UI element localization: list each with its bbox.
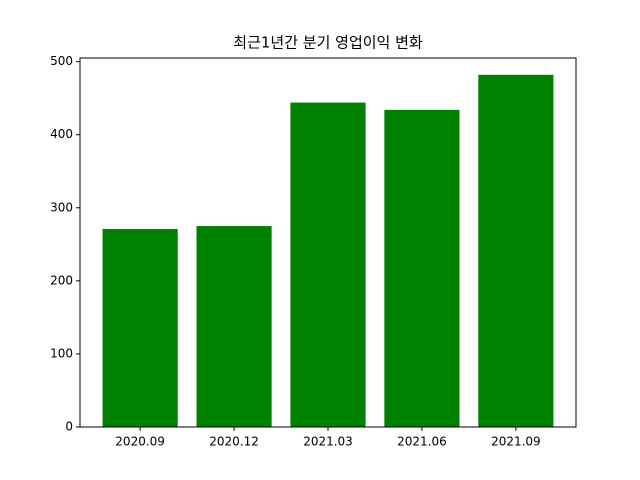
bar (384, 109, 460, 427)
plot-frame (79, 57, 577, 428)
y-tick-label: 500 (50, 54, 73, 68)
bar (196, 226, 272, 427)
bar (478, 74, 554, 427)
bar (102, 228, 178, 427)
y-tick-label: 300 (50, 200, 73, 214)
x-tick-label: 2021.06 (397, 435, 447, 449)
x-tick-label: 2020.09 (115, 435, 165, 449)
x-tick-label: 2020.12 (209, 435, 259, 449)
y-tick-label: 200 (50, 273, 73, 287)
y-tick-label: 100 (50, 346, 73, 360)
x-tick-label: 2021.09 (491, 435, 541, 449)
x-tick-label: 2021.03 (303, 435, 353, 449)
y-tick-label: 400 (50, 127, 73, 141)
y-tick-label: 0 (65, 420, 73, 434)
chart-title: 최근1년간 분기 영업이익 변화 (233, 34, 423, 52)
bar (290, 102, 366, 428)
